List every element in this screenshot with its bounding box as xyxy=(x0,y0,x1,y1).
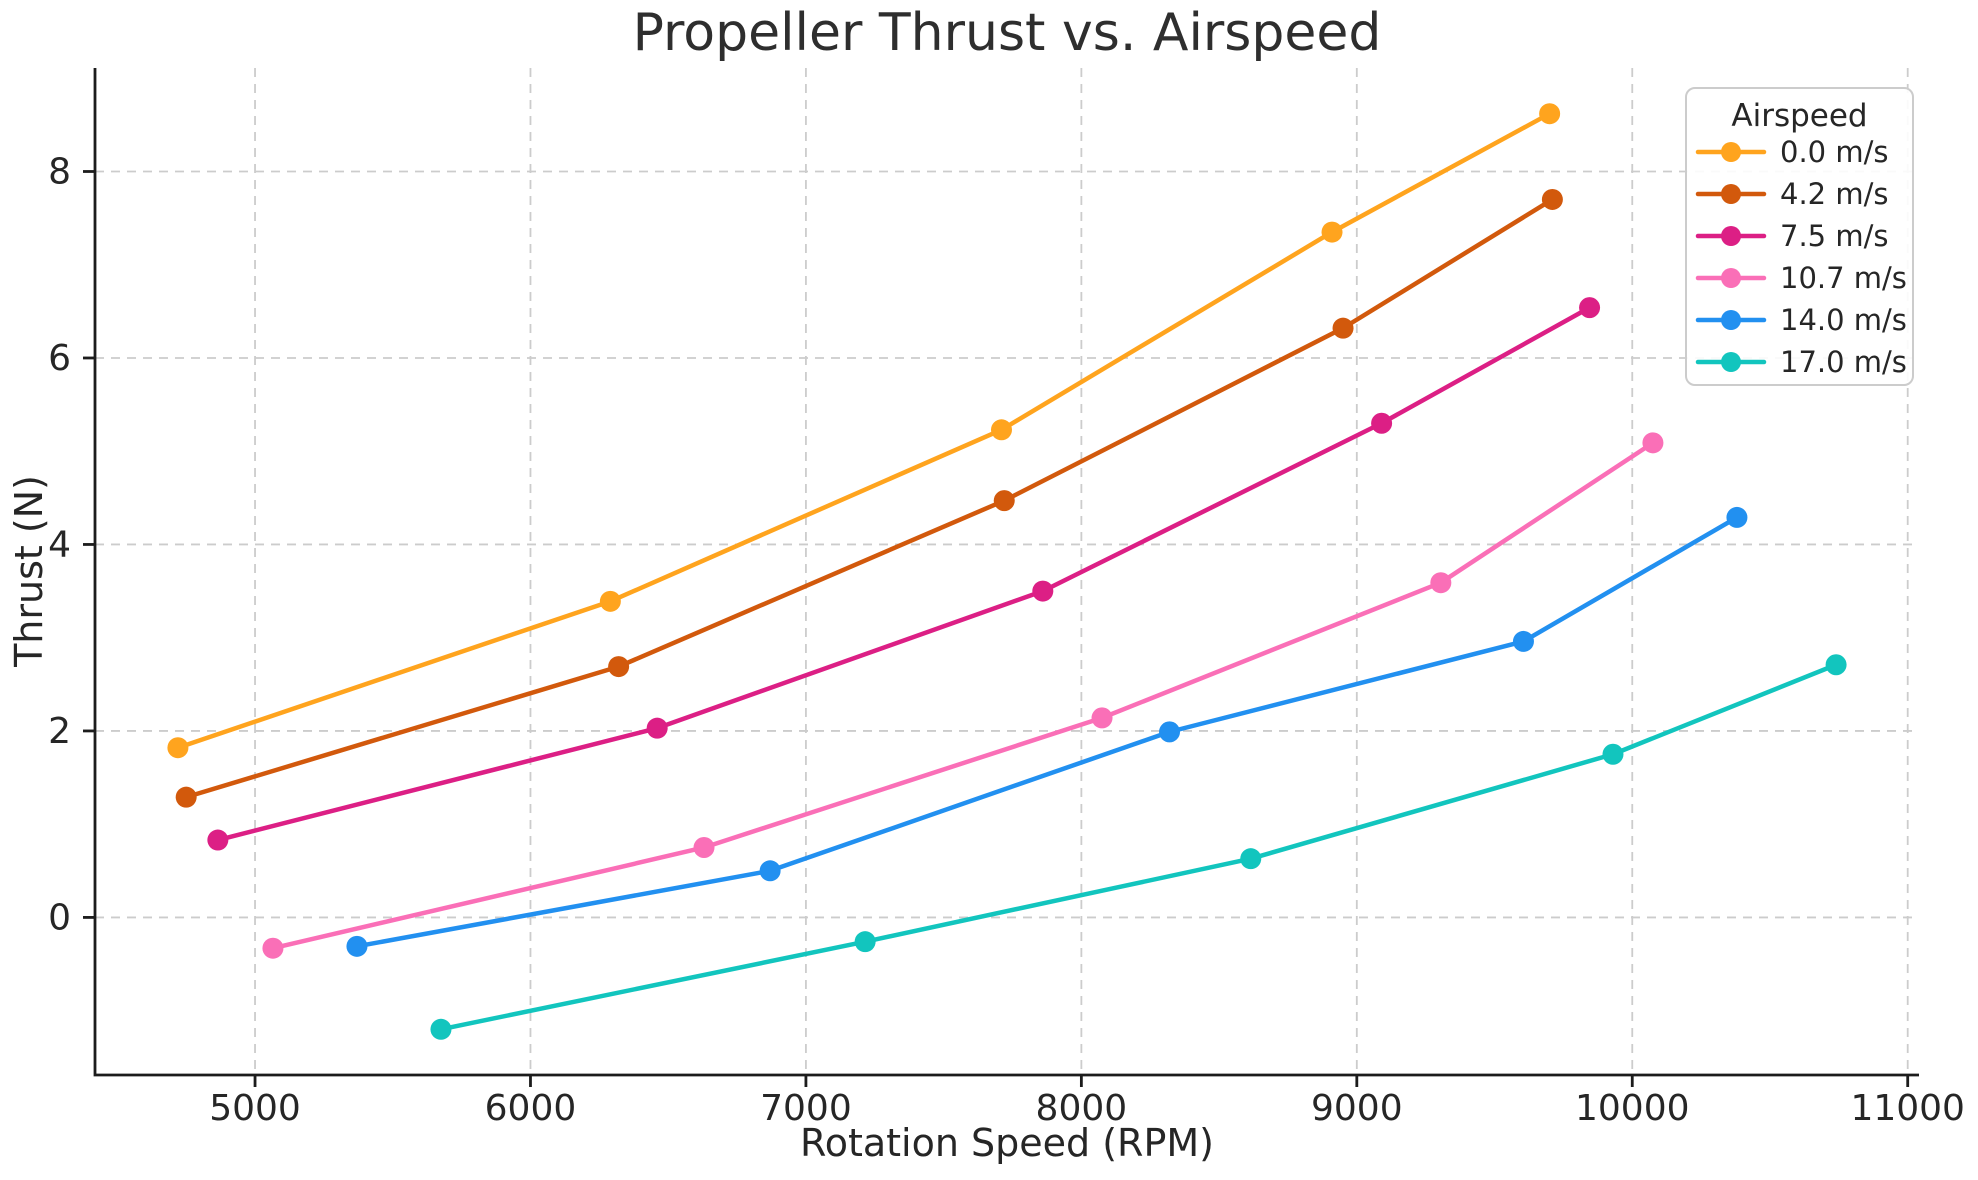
data-point xyxy=(854,931,876,953)
legend-item: 17.0 m/s xyxy=(1695,345,1907,379)
y-tick-label-2: 2 xyxy=(48,711,71,752)
data-point xyxy=(993,490,1015,512)
x-tick-label-11000: 11000 xyxy=(1850,1088,1965,1129)
data-point xyxy=(1430,572,1452,594)
x-tick-label-8000: 8000 xyxy=(1036,1088,1128,1129)
data-point xyxy=(1032,580,1054,602)
data-point xyxy=(430,1018,452,1040)
axes-spines xyxy=(93,68,1919,1077)
chart-title: Propeller Thrust vs. Airspeed xyxy=(633,3,1382,63)
series-line-1 xyxy=(183,197,1555,800)
data-point xyxy=(599,590,621,612)
data-point xyxy=(1332,317,1354,339)
data-point xyxy=(646,717,668,739)
legend-item: 7.5 m/s xyxy=(1695,219,1888,253)
data-point xyxy=(1512,630,1534,652)
legend-item-label: 17.0 m/s xyxy=(1780,345,1907,379)
legend-item: 4.2 m/s xyxy=(1695,177,1888,211)
series-0.0-m-s xyxy=(167,103,1561,759)
x-tick-label-9000: 9000 xyxy=(1311,1088,1403,1129)
data-point xyxy=(207,829,229,851)
data-point xyxy=(1371,412,1393,434)
x-tick-label-6000: 6000 xyxy=(485,1088,577,1129)
x-tick-label-10000: 10000 xyxy=(1575,1088,1690,1129)
y-tick-label-8: 8 xyxy=(48,151,71,192)
data-point xyxy=(1539,103,1561,125)
series-line-2 xyxy=(215,305,1592,843)
data-point xyxy=(693,836,715,858)
axis-ticks: 5000 6000 7000 8000 9000 10000 11000 0 2 4 6 8 xyxy=(48,151,1965,1129)
legend-sample-marker xyxy=(1721,142,1741,162)
data-point xyxy=(346,935,368,957)
data-point xyxy=(167,737,189,759)
legend-box xyxy=(1685,87,1914,386)
data-series xyxy=(167,103,1847,1040)
legend-item: 0.0 m/s xyxy=(1695,135,1888,169)
legend-item-label: 4.2 m/s xyxy=(1780,177,1888,211)
data-point xyxy=(1825,654,1847,676)
legend-item: 10.7 m/s xyxy=(1695,261,1907,295)
series-4.2-m-s xyxy=(175,188,1563,808)
x-tick-label-5000: 5000 xyxy=(209,1088,301,1129)
y-tick-label-4: 4 xyxy=(48,524,71,565)
legend-item-label: 7.5 m/s xyxy=(1780,219,1888,253)
data-point xyxy=(1159,721,1181,743)
series-17.0-m-s xyxy=(430,654,1847,1040)
data-point xyxy=(1579,297,1601,319)
y-axis-label: Thrust (N) xyxy=(7,475,51,668)
data-point xyxy=(1240,848,1262,870)
x-axis-label: Rotation Speed (RPM) xyxy=(800,1121,1214,1165)
legend-item-label: 10.7 m/s xyxy=(1780,261,1907,295)
legend-sample-marker xyxy=(1721,310,1741,330)
gridlines xyxy=(95,68,1919,1075)
data-point xyxy=(1541,188,1563,210)
series-line-5 xyxy=(438,662,1839,1032)
data-point xyxy=(1091,707,1113,729)
data-point xyxy=(759,860,781,882)
series-7.5-m-s xyxy=(207,297,1601,851)
legend-item-label: 14.0 m/s xyxy=(1780,303,1907,337)
legend-sample-marker xyxy=(1721,226,1741,246)
series-10.7-m-s xyxy=(262,432,1664,959)
legend-item: 14.0 m/s xyxy=(1695,303,1907,337)
axis-spines xyxy=(93,68,1919,1077)
y-tick-label-0: 0 xyxy=(48,897,71,938)
data-point xyxy=(608,656,630,678)
y-tick-label-6: 6 xyxy=(48,338,71,379)
series-14.0-m-s xyxy=(346,506,1748,957)
data-point xyxy=(1321,221,1343,243)
data-point xyxy=(1642,432,1664,454)
legend-sample-marker xyxy=(1721,352,1741,372)
data-point xyxy=(262,937,284,959)
legend-title: Airspeed xyxy=(1731,98,1867,134)
data-point xyxy=(175,786,197,808)
data-point xyxy=(1726,506,1748,528)
x-tick-label-7000: 7000 xyxy=(760,1088,852,1129)
data-point xyxy=(1602,743,1624,765)
legend-sample-marker xyxy=(1721,184,1741,204)
legend-item-label: 0.0 m/s xyxy=(1780,135,1888,169)
data-point xyxy=(990,419,1012,441)
legend-sample-marker xyxy=(1721,268,1741,288)
